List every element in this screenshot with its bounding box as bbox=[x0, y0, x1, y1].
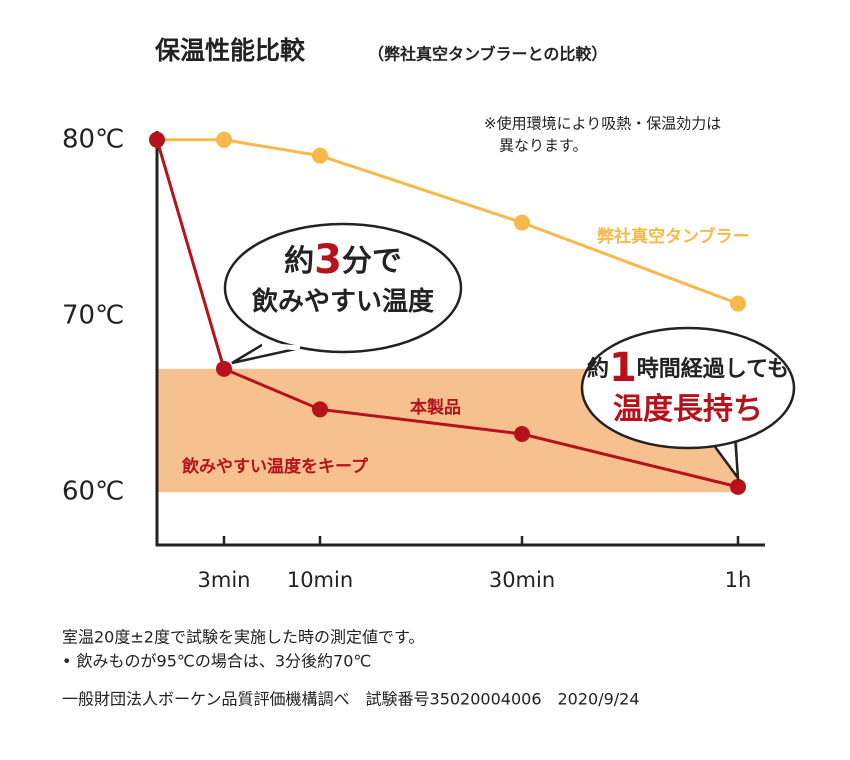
callout-segment: 約 bbox=[587, 356, 609, 382]
data-point bbox=[312, 401, 328, 418]
x-tick-label: 3min bbox=[198, 568, 251, 592]
footnote: 室温20度±2度で試験を実施した時の測定値です。 bbox=[62, 628, 424, 647]
x-tick-label: 1h bbox=[725, 568, 752, 592]
callout-bubble bbox=[580, 326, 796, 450]
callout-segment: 時間経過しても bbox=[637, 356, 789, 382]
note: ※使用環境により吸熱・保温効力は bbox=[484, 115, 721, 133]
callout-tail-join bbox=[261, 342, 301, 351]
callout-segment: 1 bbox=[609, 345, 637, 391]
x-tick-label: 10min bbox=[287, 568, 353, 592]
callout-segment: 分で bbox=[342, 244, 402, 279]
callout-text: 温度長持ち bbox=[613, 392, 763, 427]
callout-segment: 3 bbox=[314, 237, 342, 283]
note: 異なります。 bbox=[499, 137, 588, 155]
data-point bbox=[149, 131, 165, 148]
series-label: 本製品 bbox=[410, 397, 461, 418]
footnote: • 飲みものが95℃の場合は、3分後約70℃ bbox=[62, 652, 371, 671]
data-point bbox=[216, 131, 232, 148]
chart-title: 保温性能比較 bbox=[154, 36, 306, 65]
callout-bubble bbox=[223, 222, 463, 354]
chart-subtitle: （弊社真空タンブラーとの比較） bbox=[368, 45, 607, 64]
callout-segment: 約 bbox=[284, 244, 314, 279]
footnote: 一般財団法人ボーケン品質評価機構調べ 試験番号35020004006 2020/… bbox=[62, 690, 640, 709]
callout-tail-join bbox=[711, 435, 735, 443]
data-point bbox=[216, 360, 232, 377]
band-label: 飲みやすい温度をキープ bbox=[181, 456, 369, 477]
callout-segment: 温度長持ち bbox=[613, 392, 763, 427]
y-tick-label: 70℃ bbox=[62, 300, 124, 330]
callout-text: 約1時間経過しても bbox=[587, 345, 789, 391]
y-tick-label: 60℃ bbox=[62, 477, 124, 507]
callout-text: 飲みやすい温度 bbox=[251, 286, 434, 317]
data-point bbox=[514, 426, 530, 443]
data-point bbox=[730, 478, 746, 495]
x-tick-label: 30min bbox=[489, 568, 555, 592]
y-tick-label: 80℃ bbox=[62, 124, 124, 154]
data-point bbox=[312, 147, 328, 164]
data-point bbox=[730, 295, 746, 312]
data-point bbox=[514, 214, 530, 231]
callout-text: 約3分で bbox=[284, 237, 402, 283]
callout-segment: 飲みやすい温度 bbox=[251, 286, 434, 317]
series-label: 弊社真空タンブラー bbox=[597, 226, 750, 247]
